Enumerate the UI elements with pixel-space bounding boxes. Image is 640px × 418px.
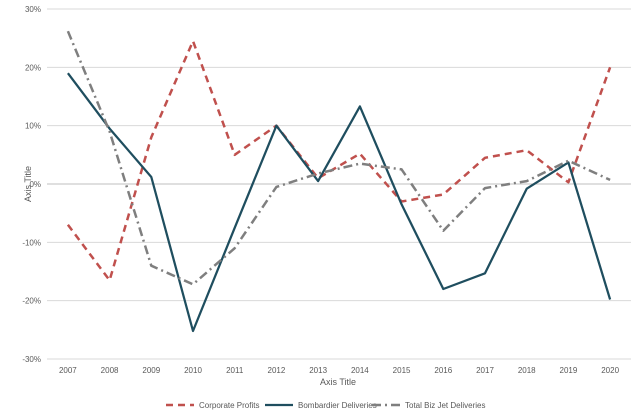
y-tick-label: 30% bbox=[25, 5, 41, 14]
x-tick-label: 2009 bbox=[142, 366, 160, 375]
x-tick-label: 2014 bbox=[351, 366, 369, 375]
series-line-2 bbox=[67, 72, 612, 333]
legend: Corporate Profits Bombardier Deliveries To… bbox=[166, 401, 485, 410]
x-tick-label: 2012 bbox=[268, 366, 286, 375]
gridlines bbox=[47, 8, 631, 360]
x-tick-label: 2008 bbox=[101, 366, 119, 375]
series-line-3 bbox=[66, 30, 611, 286]
x-tick-label: 2013 bbox=[309, 366, 327, 375]
y-tick-label: 0% bbox=[29, 180, 41, 189]
legend-label: Bombardier Deliveries bbox=[298, 401, 377, 410]
x-tick-label: 2018 bbox=[518, 366, 536, 375]
x-tick-label: 2007 bbox=[59, 366, 77, 375]
x-tick-label: 2017 bbox=[476, 366, 494, 375]
legend-label: Total Biz Jet Deliveries bbox=[405, 401, 485, 410]
x-axis-ticks: 2007 2008 2009 2010 2011 2012 2013 2014 2015 2016… bbox=[59, 366, 620, 375]
x-tick-label: 2011 bbox=[226, 366, 244, 375]
x-tick-label: 2010 bbox=[184, 366, 202, 375]
series-line-1 bbox=[66, 39, 612, 282]
x-tick-label: 2015 bbox=[393, 366, 411, 375]
x-tick-label: 2019 bbox=[560, 366, 578, 375]
y-axis-title: Axis Title bbox=[23, 166, 33, 202]
legend-label: Corporate Profits bbox=[199, 401, 259, 410]
y-tick-label: 10% bbox=[25, 122, 41, 131]
series-lines bbox=[66, 30, 612, 333]
y-tick-label: 20% bbox=[25, 63, 41, 72]
x-tick-label: 2016 bbox=[434, 366, 452, 375]
y-axis-ticks: 30% 20% 10% 0% -10% -20% -30% bbox=[22, 5, 41, 364]
x-axis-title: Axis Title bbox=[320, 377, 356, 387]
y-tick-label: -30% bbox=[22, 355, 41, 364]
x-tick-label: 2020 bbox=[601, 366, 619, 375]
y-tick-label: -10% bbox=[22, 238, 41, 247]
y-tick-label: -20% bbox=[22, 297, 41, 306]
